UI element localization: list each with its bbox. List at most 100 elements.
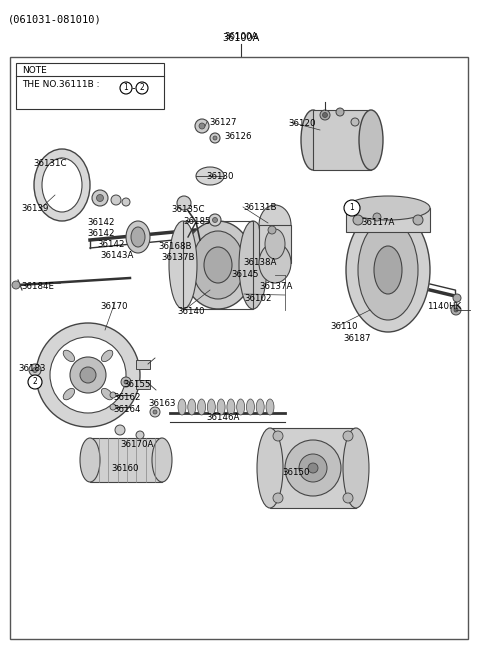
Ellipse shape xyxy=(358,220,418,320)
Ellipse shape xyxy=(204,247,232,283)
Circle shape xyxy=(12,281,20,289)
Ellipse shape xyxy=(217,399,225,415)
Text: 36137B: 36137B xyxy=(161,253,194,262)
Bar xyxy=(313,110,371,170)
Ellipse shape xyxy=(178,399,186,415)
Text: 36140: 36140 xyxy=(177,307,204,316)
Ellipse shape xyxy=(169,221,197,309)
Circle shape xyxy=(353,215,363,225)
Ellipse shape xyxy=(196,167,224,185)
Ellipse shape xyxy=(152,438,172,482)
Circle shape xyxy=(33,367,37,373)
Ellipse shape xyxy=(374,246,402,294)
Ellipse shape xyxy=(63,388,74,400)
Bar xyxy=(259,225,291,263)
Ellipse shape xyxy=(188,399,196,415)
Ellipse shape xyxy=(182,221,254,309)
Circle shape xyxy=(453,294,461,302)
Bar xyxy=(346,208,430,232)
Ellipse shape xyxy=(207,399,216,415)
Text: 36163: 36163 xyxy=(148,399,176,408)
Text: 36143A: 36143A xyxy=(100,251,133,260)
Text: 1140HK: 1140HK xyxy=(427,302,461,311)
Circle shape xyxy=(115,425,125,435)
Text: 36131B: 36131B xyxy=(243,203,276,212)
Text: 36139: 36139 xyxy=(21,204,48,213)
Circle shape xyxy=(111,195,121,205)
Ellipse shape xyxy=(346,196,430,220)
Text: 36131C: 36131C xyxy=(33,159,67,168)
Circle shape xyxy=(136,431,144,439)
Ellipse shape xyxy=(359,110,383,170)
Text: 36126: 36126 xyxy=(224,132,252,141)
Text: 36100A: 36100A xyxy=(224,32,258,41)
Bar xyxy=(90,438,162,482)
Circle shape xyxy=(451,305,461,315)
Ellipse shape xyxy=(126,221,150,253)
Circle shape xyxy=(344,200,360,216)
Text: 36130: 36130 xyxy=(206,172,233,181)
Ellipse shape xyxy=(237,399,245,415)
Circle shape xyxy=(351,118,359,126)
Text: 36142: 36142 xyxy=(87,218,115,227)
Text: 2: 2 xyxy=(33,378,37,386)
Text: 36183: 36183 xyxy=(18,364,46,373)
Circle shape xyxy=(110,404,116,410)
Text: 1: 1 xyxy=(349,204,354,212)
Ellipse shape xyxy=(301,110,325,170)
Text: 36150: 36150 xyxy=(282,468,310,477)
Text: 36187: 36187 xyxy=(343,334,371,343)
Circle shape xyxy=(209,214,221,226)
Text: 36168B: 36168B xyxy=(158,242,192,251)
Circle shape xyxy=(122,198,130,206)
Circle shape xyxy=(308,463,318,473)
Ellipse shape xyxy=(265,229,285,259)
Text: 36117A: 36117A xyxy=(361,218,395,227)
Text: 36184E: 36184E xyxy=(21,282,54,291)
Circle shape xyxy=(136,82,148,94)
Circle shape xyxy=(373,213,381,221)
Text: 36146A: 36146A xyxy=(206,413,240,422)
Circle shape xyxy=(213,217,217,223)
Circle shape xyxy=(177,196,191,210)
Text: 36138A: 36138A xyxy=(243,258,276,267)
Ellipse shape xyxy=(192,231,244,299)
Text: 36142: 36142 xyxy=(97,240,124,249)
Circle shape xyxy=(121,377,131,387)
Circle shape xyxy=(110,392,116,398)
Circle shape xyxy=(50,337,126,413)
Ellipse shape xyxy=(257,428,283,508)
Circle shape xyxy=(413,215,423,225)
Circle shape xyxy=(92,190,108,206)
Circle shape xyxy=(320,110,330,120)
Bar xyxy=(270,428,356,508)
Circle shape xyxy=(273,493,283,503)
Text: 36170: 36170 xyxy=(100,302,128,311)
Ellipse shape xyxy=(101,350,113,361)
Bar xyxy=(183,221,253,309)
Text: 36145: 36145 xyxy=(231,270,259,279)
Ellipse shape xyxy=(80,438,100,482)
Text: (061031-081010): (061031-081010) xyxy=(8,15,102,25)
Text: 36135C: 36135C xyxy=(171,205,204,214)
Circle shape xyxy=(150,407,160,417)
Text: 36110: 36110 xyxy=(330,322,358,331)
Text: 36102: 36102 xyxy=(244,294,272,303)
Circle shape xyxy=(96,194,104,202)
Ellipse shape xyxy=(256,399,264,415)
Circle shape xyxy=(343,431,353,441)
Circle shape xyxy=(199,123,205,129)
Text: 36155: 36155 xyxy=(123,380,151,389)
Ellipse shape xyxy=(266,399,274,415)
Text: 36164: 36164 xyxy=(113,405,141,414)
Circle shape xyxy=(213,136,217,140)
Circle shape xyxy=(70,357,106,393)
Text: 36100A: 36100A xyxy=(222,33,260,43)
Ellipse shape xyxy=(198,399,205,415)
Circle shape xyxy=(36,323,140,427)
Bar xyxy=(136,360,150,369)
Circle shape xyxy=(336,108,344,116)
Bar xyxy=(10,57,468,639)
Text: 36170A: 36170A xyxy=(120,440,154,449)
Ellipse shape xyxy=(346,208,430,332)
